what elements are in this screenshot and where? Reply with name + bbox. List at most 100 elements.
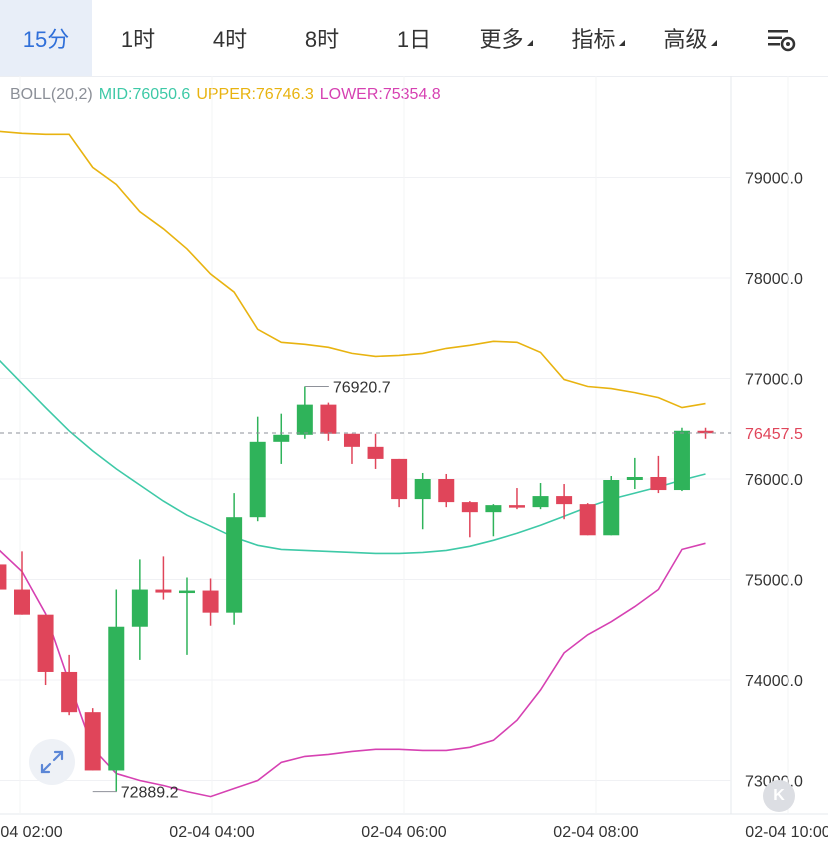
candle [650,455,667,494]
y-tick-label: 76000.0 [745,472,803,489]
candle [626,457,643,490]
candle-body [249,441,266,518]
expand-arrows-icon [40,750,64,774]
tab-advanced[interactable]: 高级 [644,0,736,76]
chart-settings-icon [768,30,796,52]
candle-body [650,476,667,491]
candle [391,458,408,508]
candle [0,564,7,590]
x-tick-label: 02-04 06:00 [361,824,447,841]
candle [249,416,266,522]
candle-body [37,614,54,672]
candle-body [320,404,337,434]
candle [532,483,549,510]
tab-label: 1时 [120,27,156,52]
boll-upper-value: UPPER:76746.3 [196,86,314,103]
chart-settings-button[interactable] [756,20,806,56]
candle-body [226,517,243,613]
price-annotation: 72889.2 [121,785,179,802]
candle-body [14,589,30,615]
candle [461,501,478,538]
boll-indicator-legend: BOLL(20,2) MID:76050.6 UPPER:76746.3 LOWER:… [10,86,447,104]
tab-1hour[interactable]: 1时 [92,0,184,76]
candle-body [508,505,525,508]
x-tick-label: 02-04 04:00 [169,824,255,841]
candle [556,484,573,520]
y-tick-label: 75000.0 [745,573,803,590]
candles [0,386,714,792]
candle [296,386,313,439]
candle-body [438,479,455,503]
candle-body [485,505,502,513]
dropdown-triangle-icon [710,40,717,46]
candle [178,577,195,655]
candle-body [579,504,596,536]
tab-indicators[interactable]: 指标 [552,0,644,76]
candle [226,493,243,625]
candle-body [414,479,431,500]
candle [508,488,525,510]
x-tick-label: 02-04 10:00 [745,824,828,841]
y-tick-label: 79000.0 [745,171,803,188]
chart-overlay: 76457.5 76920.7 72889.2 [0,379,803,802]
tab-4hour[interactable]: 4时 [184,0,276,76]
candle-body [532,496,549,508]
candle [155,556,172,600]
y-tick-label: 78000.0 [745,271,803,288]
candle-body [626,476,643,481]
candlestick-chart[interactable]: 79000.0 78000.0 77000.0 76000.0 75000.0 74000… [0,76,828,845]
candle [202,578,219,626]
x-tick-label: 02-04 08:00 [553,824,639,841]
candle-body [155,589,172,593]
candle-body [84,712,101,771]
tab-15min[interactable]: 15分 [0,0,92,76]
candle-body [178,590,195,594]
period-toolbar: 15分 1时 4时 8时 1日 更多 指标 高级 [0,0,828,77]
candle [485,504,502,537]
boll-mid-value: MID:76050.6 [98,86,191,103]
candle [438,473,455,508]
candle-body [108,626,125,771]
candle-body [367,446,384,459]
boll-lower-value: LOWER:75354.8 [319,86,441,103]
candle-body [461,502,478,513]
candle [579,503,596,536]
tab-label: 指标 [571,27,616,52]
candle-body [556,496,573,505]
candle [603,475,620,536]
candle-body [697,430,714,434]
candle [61,654,78,716]
dropdown-triangle-icon [618,40,625,46]
price-annotation: 76920.7 [333,379,391,396]
chart-grid: 79000.0 78000.0 77000.0 76000.0 75000.0 74000… [0,76,828,841]
tab-more[interactable]: 更多 [460,0,552,76]
candle-body [202,590,219,613]
candle-body [0,564,7,590]
boll-lower-line [0,542,706,798]
tab-1day[interactable]: 1日 [368,0,460,76]
candle-body [296,404,313,435]
candle [673,427,690,492]
candle [273,413,290,464]
expand-chart-button[interactable] [29,739,75,785]
candle-body [673,430,690,491]
k-line-button[interactable]: K [763,780,795,812]
candle [320,402,337,441]
tab-label: 高级 [663,27,708,52]
candle [131,559,148,660]
tab-8hour[interactable]: 8时 [276,0,368,76]
candle [108,589,125,792]
x-tick-label: 02-04 02:00 [0,824,63,841]
candle-body [61,671,78,713]
candle [84,708,101,771]
tab-label: 更多 [479,27,524,52]
boll-name: BOLL(20,2) [10,86,93,103]
tab-label: 1日 [396,27,432,52]
y-tick-label: 77000.0 [745,372,803,389]
tab-label: 15分 [22,27,70,52]
candle [14,551,30,615]
dropdown-triangle-icon [526,40,533,46]
candle-body [391,458,408,500]
candle [37,614,54,686]
tab-label: 4时 [212,27,248,52]
